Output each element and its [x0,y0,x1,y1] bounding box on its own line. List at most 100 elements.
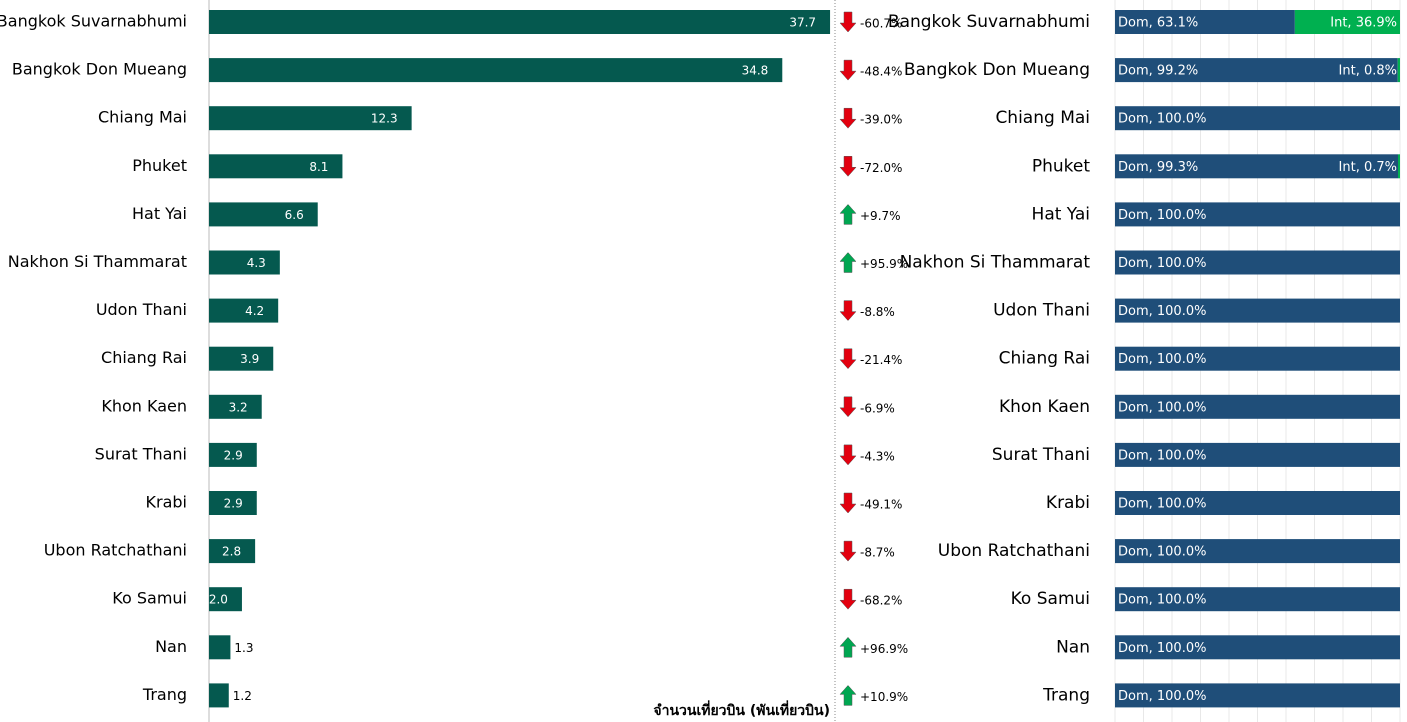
category-label: Chiang Mai [995,108,1090,128]
category-label: Chiang Rai [101,348,187,367]
bar-segment [1115,635,1400,660]
bar [209,346,274,371]
category-label: Ubon Ratchathani [44,541,187,560]
change-label: -8.7% [860,546,895,560]
value-label: 3.2 [229,400,248,414]
bar-segment [1115,346,1400,371]
bar [209,250,280,275]
bar-segment [1115,539,1400,564]
category-label: Trang [1042,685,1090,705]
segment-label: Dom, 63.1% [1118,16,1198,31]
change-label: -6.9% [860,401,895,415]
segment-label: Dom, 100.0% [1118,448,1206,463]
value-label: 34.8 [742,64,769,78]
category-label: Surat Thani [95,444,187,463]
category-label: Krabi [1046,493,1090,513]
segment-label: Int, 0.7% [1339,160,1397,175]
segment-label: Dom, 100.0% [1118,689,1206,704]
change-arrow [839,204,857,225]
segment-label: Dom, 100.0% [1118,641,1206,656]
category-label: Nakhon Si Thammarat [900,253,1091,273]
change-label: -48.4% [860,65,902,79]
category-label: Phuket [132,156,187,175]
change-label: +95.9% [860,257,908,271]
category-label: Bangkok Don Mueang [12,60,187,79]
bar [209,58,783,83]
value-label: 12.3 [371,112,398,126]
bar-segment [1115,10,1295,34]
bar-segment [1115,202,1400,227]
change-arrow [839,156,857,177]
category-label: Bangkok Suvarnabhumi [0,12,187,31]
change-arrow [839,636,857,658]
category-label: Nan [1056,637,1090,657]
x-axis-label: จำนวนเที่ยวบิน (พันเที่ยวบิน) [653,700,830,719]
change-label: -72.0% [860,161,902,175]
bar [209,10,831,34]
bar-segment [1398,154,1400,179]
segment-label: Dom, 100.0% [1118,497,1206,512]
segment-label: Dom, 100.0% [1118,208,1206,223]
category-label: Chiang Mai [98,108,187,127]
bar-segment [1294,10,1400,34]
change-label: -39.0% [860,113,902,127]
bar [209,539,256,564]
bar [209,491,257,515]
category-label: Bangkok Don Mueang [904,60,1090,80]
segment-label: Dom, 100.0% [1118,112,1206,127]
category-label: Ubon Ratchathani [938,541,1090,561]
change-arrow [839,107,857,129]
bar [209,442,257,467]
change-label: -68.2% [860,594,902,608]
change-label: -60.7% [860,17,902,31]
change-label: -8.8% [860,305,895,319]
value-label: 4.3 [247,256,266,270]
bar-segment [1115,58,1398,83]
change-label: -49.1% [860,498,902,512]
category-label: Udon Thani [96,300,187,319]
segment-label: Dom, 99.3% [1118,160,1198,175]
category-label: Bangkok Suvarnabhumi [888,12,1090,32]
bar [209,154,343,179]
bar-segment [1115,298,1400,323]
category-label: Ko Samui [112,589,187,608]
change-label: +96.9% [860,642,908,656]
category-label: Surat Thani [992,445,1090,465]
category-label: Hat Yai [132,204,187,223]
change-label: -21.4% [860,353,902,367]
bar-segment [1115,491,1400,515]
bar [209,683,229,708]
change-label: -4.3% [860,449,895,463]
value-label: 6.6 [285,208,304,222]
bar-segment [1115,154,1399,179]
bar [209,587,242,612]
bar [209,298,279,323]
segment-label: Int, 36.9% [1330,16,1397,31]
bar [209,202,318,227]
change-arrow [839,300,857,321]
category-label: Nan [155,637,187,656]
category-label: Phuket [1032,156,1090,176]
change-arrow [839,396,857,418]
change-arrow [839,348,857,370]
segment-label: Int, 0.8% [1339,64,1397,79]
category-label: Trang [142,685,187,704]
change-arrow [839,588,857,610]
segment-label: Dom, 100.0% [1118,256,1206,271]
bar-segment [1115,106,1400,131]
change-arrow [839,492,857,514]
bar-segment [1115,442,1400,467]
change-arrow [839,59,857,81]
value-label: 1.3 [234,641,253,655]
value-label: 37.7 [789,16,816,30]
bar-segment [1115,683,1400,708]
value-label: 2.8 [222,545,241,559]
value-label: 3.9 [240,352,259,366]
segment-label: Dom, 100.0% [1118,593,1206,608]
segment-label: Dom, 100.0% [1118,400,1206,415]
change-label: +9.7% [860,209,901,223]
category-label: Ko Samui [1011,589,1090,609]
value-label: 1.2 [233,689,252,703]
segment-label: Dom, 99.2% [1118,64,1198,79]
